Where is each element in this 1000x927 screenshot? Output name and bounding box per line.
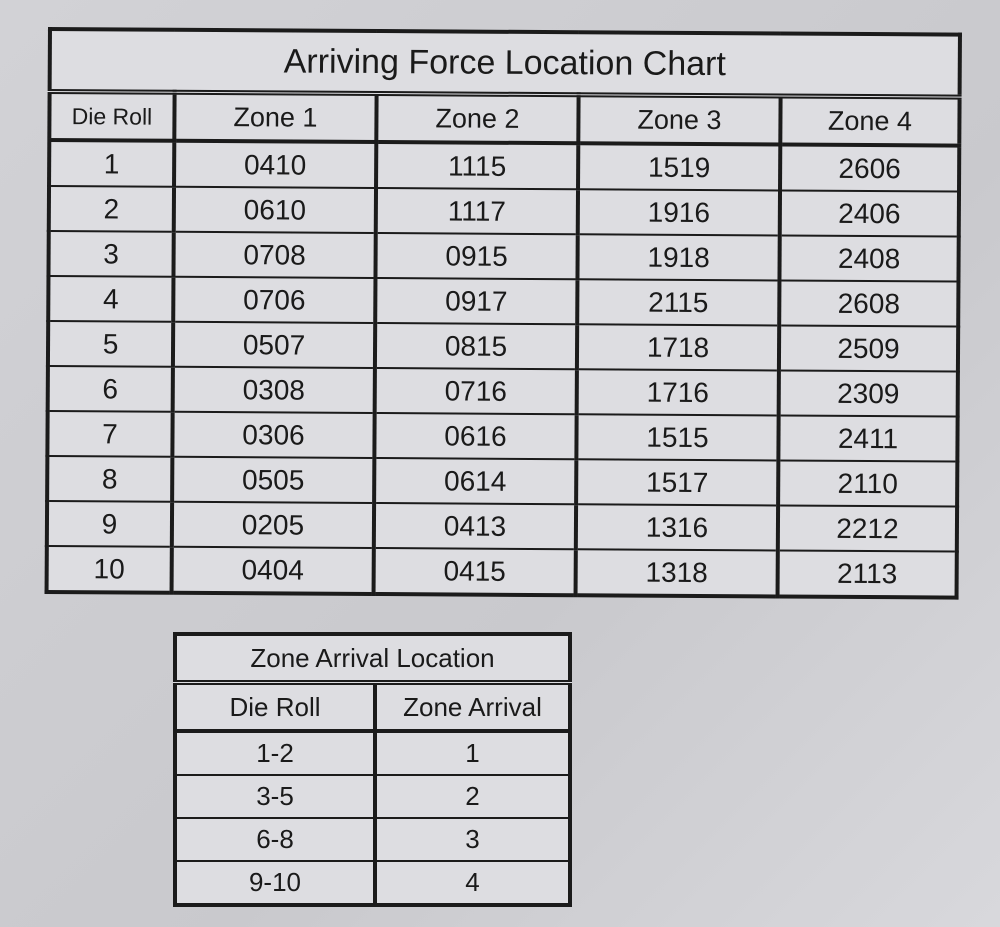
table-cell: 2408	[779, 235, 959, 282]
table-cell: 0507	[172, 321, 376, 369]
table-cell: 1519	[578, 143, 781, 191]
table-cell: 9	[46, 501, 173, 547]
chart-title: Arriving Force Location Chart	[49, 29, 960, 98]
table-cell: 0616	[374, 413, 577, 460]
header-zone-4: Zone 4	[780, 95, 960, 146]
table-cell: 2309	[778, 370, 958, 417]
table-row: 7 0306 0616 1515 2411	[47, 411, 958, 462]
table-cell: 0614	[374, 458, 577, 505]
table-cell: 0413	[373, 503, 577, 550]
table-row: 3 0708 0915 1918 2408	[48, 231, 959, 282]
header-die-roll: Die Roll	[49, 91, 175, 141]
table-cell: 0415	[373, 548, 576, 596]
table-cell: 0306	[172, 411, 375, 459]
table-cell: 1718	[576, 324, 780, 371]
zone-arrival-title: Zone Arrival Location	[174, 633, 571, 685]
table-cell: 2606	[780, 144, 960, 192]
table-cell: 0708	[173, 231, 376, 279]
table-cell: 1	[49, 140, 175, 187]
table-cell: 2113	[777, 550, 957, 598]
table-row: 4 0706 0917 2115 2608	[48, 276, 959, 327]
table-cell: 3	[48, 231, 174, 277]
table-cell: 0205	[171, 501, 375, 549]
table-cell: 2411	[778, 415, 958, 462]
header-zone-1: Zone 1	[174, 92, 377, 143]
table-cell: 0706	[173, 276, 376, 324]
table-row: 1-2 1	[174, 730, 571, 776]
arriving-force-location-chart: Arriving Force Location Chart Die Roll Z…	[44, 27, 962, 600]
table-cell: 2110	[778, 460, 958, 507]
table-cell: 1318	[575, 549, 778, 597]
header-die-roll: Die Roll	[174, 681, 377, 733]
table-cell: 0610	[173, 186, 377, 234]
table-cell: 5	[47, 321, 174, 367]
table-row: 6-8 3	[174, 817, 571, 862]
table-row: 6 0308 0716 1716 2309	[47, 366, 958, 417]
table-row: 2 0610 1117 1916 2406	[48, 186, 960, 237]
table-cell: 1916	[577, 189, 781, 236]
table-cell: 3	[374, 817, 571, 862]
table-cell: 4	[374, 860, 571, 906]
table-cell: 2115	[577, 279, 780, 326]
table-cell: 1316	[575, 504, 779, 551]
table-cell: 2212	[777, 505, 958, 552]
table-row: 5 0507 0815 1718 2509	[47, 321, 959, 372]
table-cell: 1-2	[174, 730, 377, 776]
header-zone-2: Zone 2	[376, 93, 579, 144]
table-row: 3-5 2	[174, 774, 571, 819]
header-row: Die Roll Zone 1 Zone 2 Zone 3 Zone 4	[49, 91, 960, 146]
table-row: 1 0410 1115 1519 2606	[49, 140, 960, 192]
table-cell: 4	[48, 276, 174, 322]
table-cell: 0404	[171, 546, 374, 594]
table-row: 8 0505 0614 1517 2110	[47, 456, 958, 507]
table-cell: 0308	[172, 366, 375, 414]
table-cell: 1918	[577, 234, 780, 281]
table-row: 9 0205 0413 1316 2212	[46, 501, 958, 552]
table-cell: 0915	[375, 233, 578, 280]
header-zone-3: Zone 3	[578, 94, 781, 145]
table-cell: 0410	[174, 140, 377, 189]
table-cell: 0917	[375, 278, 578, 325]
table-cell: 0505	[172, 456, 375, 504]
table-cell: 2608	[779, 280, 959, 327]
table-cell: 7	[47, 411, 173, 457]
table-cell: 6	[47, 366, 173, 412]
table-cell: 0815	[374, 323, 578, 370]
table-cell: 8	[47, 456, 173, 502]
table-cell: 6-8	[174, 817, 377, 862]
table-cell: 3-5	[174, 774, 377, 819]
table-cell: 10	[46, 546, 172, 593]
table-row: 10 0404 0415 1318 2113	[46, 546, 957, 598]
table-cell: 2509	[778, 325, 959, 372]
table-cell: 1	[374, 730, 571, 776]
zone-arrival-location-table: Zone Arrival Location Die Roll Zone Arri…	[173, 632, 572, 907]
table-row: 9-10 4	[174, 860, 571, 906]
table-cell: 2	[374, 774, 571, 819]
table-cell: 1716	[576, 369, 779, 416]
table-cell: 9-10	[174, 860, 377, 906]
table-cell: 1517	[576, 459, 779, 506]
table-cell: 1115	[376, 142, 579, 190]
table-cell: 1515	[576, 414, 779, 461]
table-cell: 2	[48, 186, 175, 232]
table-cell: 2406	[779, 190, 960, 237]
header-row: Die Roll Zone Arrival	[174, 681, 571, 733]
header-zone-arrival: Zone Arrival	[374, 681, 571, 733]
table-cell: 0716	[374, 368, 577, 415]
table-cell: 1117	[375, 188, 579, 235]
